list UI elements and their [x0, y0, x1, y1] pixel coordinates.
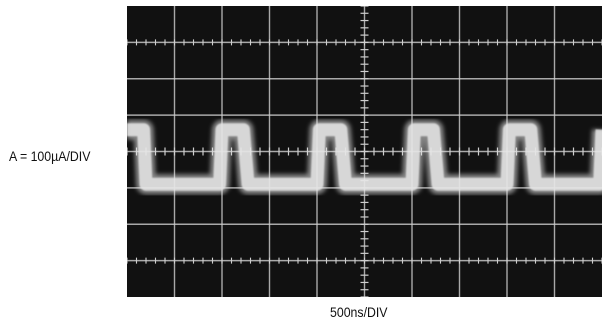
graticule: [127, 6, 602, 297]
y-axis-label: A = 100µA/DIV: [9, 148, 91, 164]
x-axis-label: 500ns/DIV: [330, 304, 388, 320]
scope-screen: [127, 6, 602, 297]
trace-layer: [127, 119, 602, 195]
signal-trace: [127, 123, 602, 191]
